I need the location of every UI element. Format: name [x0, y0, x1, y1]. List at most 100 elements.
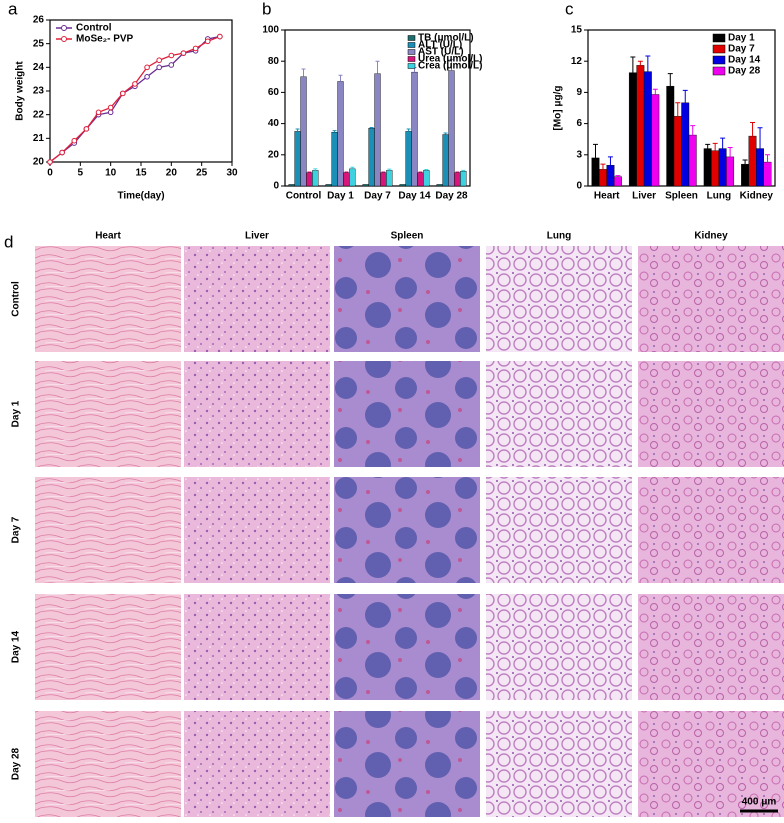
legend-swatch — [712, 55, 726, 65]
bar — [703, 148, 712, 187]
data-point — [132, 81, 138, 87]
data-point — [95, 109, 102, 116]
error-bar — [675, 102, 681, 117]
tissue-texture — [184, 477, 330, 583]
tissue-texture — [638, 594, 784, 700]
error-bar — [727, 147, 733, 157]
error-bar — [667, 73, 673, 87]
data-point — [107, 109, 114, 116]
tissue-texture — [638, 246, 784, 352]
tissue-texture — [334, 361, 480, 467]
data-point — [217, 33, 223, 40]
tissue-texture — [35, 361, 181, 467]
x-tick-label: 5 — [78, 168, 84, 179]
x-tick-label: Liver — [632, 191, 656, 202]
error-bar — [630, 56, 636, 73]
error-bar — [690, 125, 696, 136]
tissue-texture — [638, 711, 784, 817]
error-bar — [765, 154, 771, 163]
tissue-texture — [638, 361, 784, 467]
legend-label: Control — [76, 23, 112, 34]
legend-swatch — [407, 56, 416, 62]
bar — [386, 170, 393, 187]
legend-swatch — [61, 25, 67, 31]
row-header: Day 14 — [11, 630, 22, 663]
row-header: Control — [11, 281, 22, 317]
row-header: Day 28 — [11, 747, 22, 780]
error-bar — [406, 128, 411, 132]
legend-label: Day 7 — [728, 44, 755, 55]
data-point — [180, 50, 187, 56]
bar — [651, 94, 660, 187]
y-tick-label: 15 — [571, 25, 583, 36]
y-tick-label: 100 — [262, 25, 279, 36]
bar — [337, 81, 344, 187]
x-tick-label: Heart — [594, 191, 620, 202]
error-bar — [375, 60, 380, 74]
bar — [666, 85, 675, 187]
tissue-texture — [35, 477, 181, 583]
error-bar — [600, 163, 606, 170]
legend-swatch — [407, 49, 416, 55]
error-bar — [301, 68, 306, 77]
error-bar — [449, 59, 454, 71]
bar — [380, 172, 387, 187]
error-bar — [313, 168, 318, 171]
data-point — [156, 64, 162, 71]
tissue-texture — [334, 477, 480, 583]
y-tick-label: 23 — [33, 86, 45, 97]
bar — [294, 131, 301, 187]
error-bar — [307, 171, 312, 173]
x-tick-label: 15 — [135, 168, 147, 179]
data-point — [156, 57, 162, 64]
tissue-texture — [184, 594, 330, 700]
bar — [599, 169, 607, 187]
bar — [748, 135, 757, 187]
bar — [718, 148, 727, 187]
error-bar — [369, 127, 374, 129]
error-bar — [652, 88, 658, 95]
y-tick-label: 21 — [33, 133, 45, 144]
tissue-texture — [486, 477, 632, 583]
x-tick-label: 20 — [166, 168, 178, 179]
x-tick-label: Spleen — [665, 191, 698, 202]
bar — [454, 172, 461, 187]
panel-label: b — [262, 0, 271, 18]
error-bar — [424, 168, 429, 171]
bar — [436, 184, 443, 187]
legend-label: Day 14 — [728, 55, 761, 66]
y-tick-label: 12 — [571, 56, 583, 67]
error-bar — [455, 171, 460, 173]
legend-label: ALT (U/L) — [418, 40, 462, 51]
legend-swatch — [407, 35, 416, 41]
data-point — [71, 137, 78, 144]
bar — [325, 184, 332, 187]
error-bar — [332, 130, 337, 133]
row-header: Day 7 — [11, 516, 22, 543]
bar — [591, 157, 600, 187]
error-bar — [720, 137, 726, 149]
bar — [756, 148, 764, 187]
y-tick-label: 0 — [273, 181, 279, 192]
data-point — [192, 45, 199, 52]
tissue-texture — [334, 246, 480, 352]
bar — [448, 70, 455, 187]
y-tick-label: 80 — [268, 56, 280, 67]
bar — [312, 170, 319, 187]
bar — [306, 172, 313, 187]
bar — [423, 170, 430, 187]
legend-swatch — [407, 63, 416, 69]
bar — [442, 134, 449, 187]
y-tick-label: 25 — [33, 38, 45, 49]
error-bar — [592, 143, 598, 158]
error-bar — [381, 171, 386, 173]
legend-label: MoSe₂- PVP — [76, 34, 134, 45]
y-axis-label: Body weight — [15, 61, 26, 121]
y-tick-label: 6 — [576, 118, 582, 129]
bar — [673, 116, 682, 187]
x-tick-label: Day 28 — [435, 191, 468, 202]
x-tick-label: 10 — [105, 168, 117, 179]
legend-label: AST (U/L) — [418, 47, 464, 58]
y-tick-label: 9 — [576, 87, 582, 98]
